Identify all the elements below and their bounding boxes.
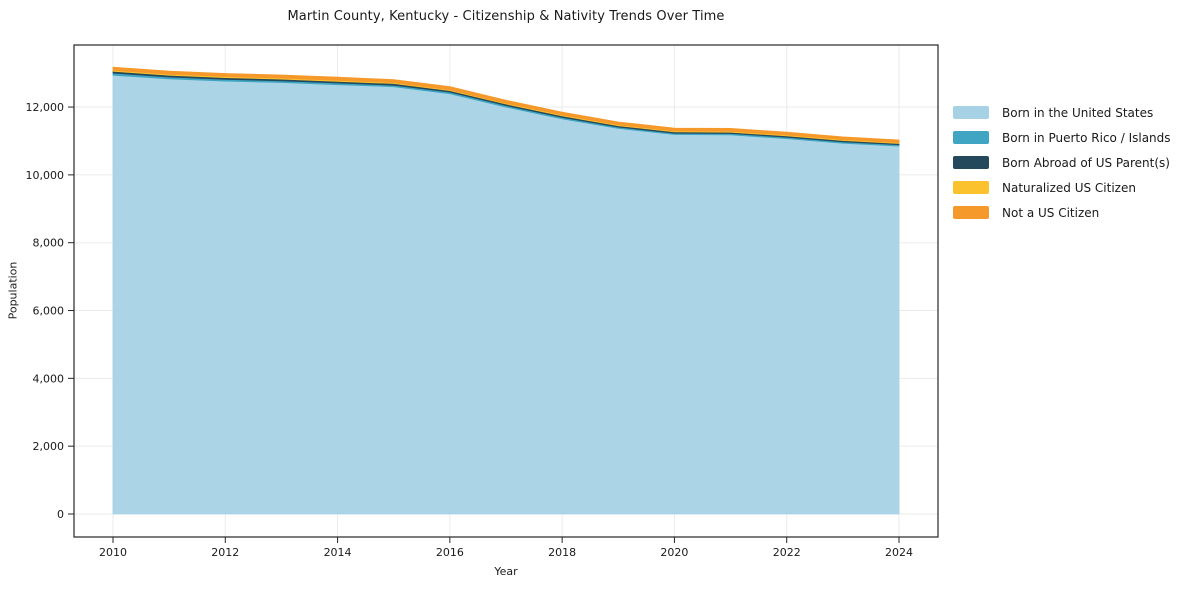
x-axis-tick-label: 2018 [548,546,576,559]
chart-title: Martin County, Kentucky - Citizenship & … [287,9,725,24]
y-axis-tick-label: 2,000 [33,440,65,453]
y-axis-title: Population [6,261,20,320]
legend-label: Not a US Citizen [1002,205,1100,220]
plot-border [73,44,939,538]
y-axis-tick-label: 12,000 [26,101,65,114]
legend-label: Born Abroad of US Parent(s) [1002,155,1170,170]
y-axis-tick-label: 4,000 [33,372,65,385]
legend-item-born-in-the-united-states: Born in the United States [953,100,1171,125]
area-not-a-us-citizen [112,66,900,144]
y-axis-tick-label: 10,000 [26,169,65,182]
legend-item-born-abroad-of-us-parent-s: Born Abroad of US Parent(s) [953,150,1171,175]
legend-swatch-icon [953,131,989,144]
legend-swatch-icon [953,181,989,194]
legend: Born in the United States Born in Puerto … [953,100,1171,225]
x-axis-tick-label: 2014 [324,546,352,559]
area-born-in-the-united-states [112,74,900,515]
x-axis-tick-label: 2012 [211,546,239,559]
legend-label: Born in Puerto Rico / Islands [1002,130,1171,145]
legend-item-not-a-us-citizen: Not a US Citizen [953,200,1171,225]
y-axis-tick-label: 8,000 [33,237,65,250]
legend-swatch-icon [953,156,989,169]
x-axis-tick-label: 2024 [885,546,913,559]
legend-swatch-icon [953,206,989,219]
y-axis-tick-label: 0 [57,508,64,521]
x-axis-tick-label: 2022 [773,546,801,559]
legend-item-naturalized-us-citizen: Naturalized US Citizen [953,175,1171,200]
x-axis-tick-label: 2016 [436,546,464,559]
y-axis-tick-label: 6,000 [33,305,65,318]
legend-label: Naturalized US Citizen [1002,180,1136,195]
legend-swatch-icon [953,106,989,119]
x-axis-title: Year [494,565,518,578]
legend-item-born-in-puerto-rico-islands: Born in Puerto Rico / Islands [953,125,1171,150]
x-axis-tick-label: 2020 [660,546,688,559]
legend-label: Born in the United States [1002,105,1154,120]
x-axis-tick-label: 2010 [99,546,127,559]
